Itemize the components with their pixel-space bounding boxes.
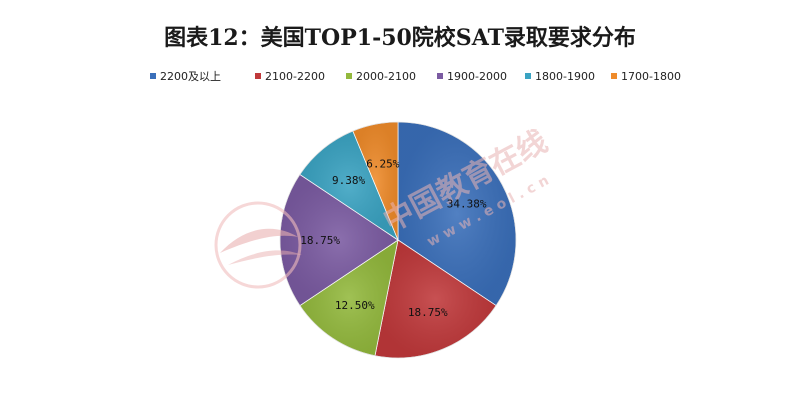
legend-item: 1700-1800 (611, 70, 681, 83)
pie-slices (279, 121, 517, 359)
slice-value-label: 9.38% (332, 174, 365, 187)
slice-value-label: 34.38% (447, 197, 487, 210)
legend-swatch (150, 73, 156, 79)
legend-swatch (437, 73, 443, 79)
pie-slice-shade (374, 240, 497, 358)
slice-value-label: 12.50% (335, 299, 375, 312)
legend-item: 2000-2100 (346, 70, 416, 83)
legend-label: 1900-2000 (447, 70, 507, 83)
chart-title: 图表12：美国TOP1-50院校SAT录取要求分布 (164, 25, 636, 51)
legend-item: 1800-1900 (525, 70, 595, 83)
legend-item: 2100-2200 (255, 70, 325, 83)
legend-swatch (611, 73, 617, 79)
legend-swatch (525, 73, 531, 79)
slice-value-label: 18.75% (408, 306, 448, 319)
legend: 2200及以上 2100-2200 2000-2100 1900-2000 1800-1… (150, 70, 681, 83)
slice-labels: 34.38% 18.75% 12.50% 18.75% 9.38%6.25% (300, 158, 487, 319)
pie-slice-shade (299, 130, 398, 240)
legend-swatch (346, 73, 352, 79)
legend-swatch (255, 73, 261, 79)
pie-outline (279, 121, 517, 359)
legend-label: 2000-2100 (356, 70, 416, 83)
pie-slice-shade (299, 240, 398, 356)
pie-slice-shade (280, 174, 398, 306)
legend-label: 1700-1800 (621, 70, 681, 83)
pie-slice-shade (352, 122, 398, 240)
watermark-logo-icon (214, 201, 302, 289)
slice-value-label: 6.25% (366, 158, 399, 171)
legend-item: 2200及以上 (150, 70, 221, 83)
legend-label: 2100-2200 (265, 70, 325, 83)
slice-value-label: 18.75% (300, 234, 340, 247)
legend-label: 1800-1900 (535, 70, 595, 83)
legend-label: 2200及以上 (160, 70, 221, 83)
legend-item: 1900-2000 (437, 70, 507, 83)
